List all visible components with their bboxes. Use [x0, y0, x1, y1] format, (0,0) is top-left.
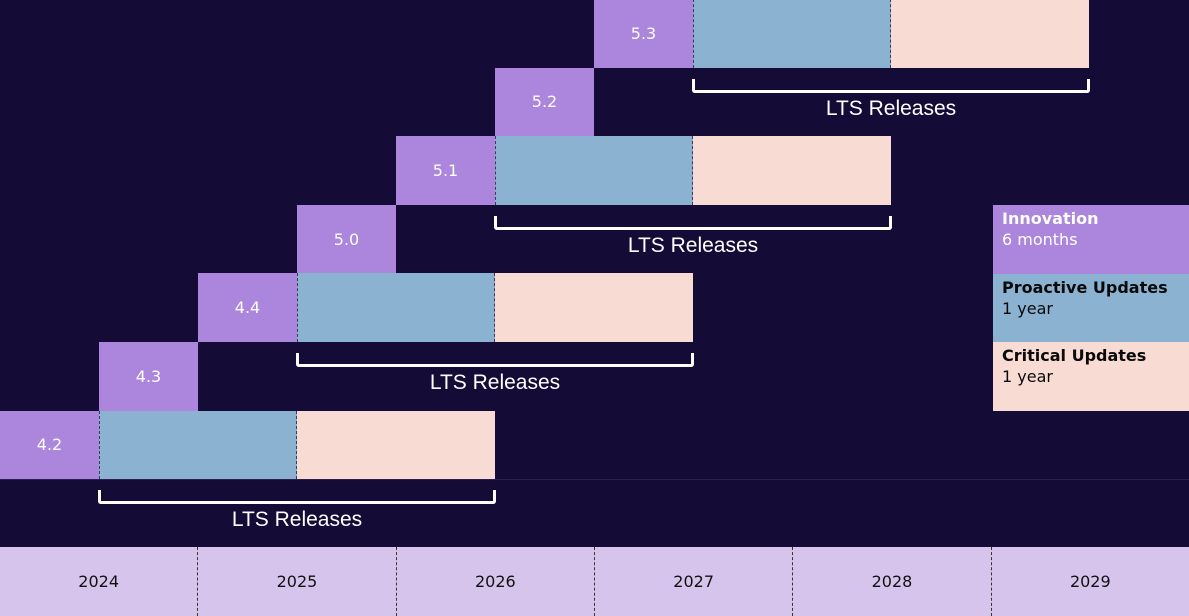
- lts-label-5.3: LTS Releases: [825, 96, 957, 120]
- lts-brace-5.1: [494, 215, 892, 230]
- innovation-segment-4.4: 4.4: [198, 273, 297, 342]
- year-2024: 2024: [78, 572, 120, 591]
- proactive-segment-4.2: [99, 410, 297, 480]
- lts-label-5.1: LTS Releases: [627, 233, 759, 257]
- legend-item-innovation: Innovation 6 months: [993, 205, 1189, 274]
- innovation-segment-5.1: 5.1: [396, 136, 495, 205]
- row-divider: [0, 479, 1189, 481]
- lts-label-4.4: LTS Releases: [429, 371, 561, 394]
- legend-title: Proactive Updates: [1002, 277, 1168, 297]
- lts-brace-4.2: [98, 490, 496, 505]
- innovation-segment-5.3: 5.3: [594, 0, 693, 68]
- lts-brace-4.4: [296, 353, 694, 367]
- legend-duration: 6 months: [1002, 230, 1078, 249]
- proactive-segment-4.4: [297, 273, 495, 342]
- year-axis: 2024 2025 2026 2027 2028 2029: [0, 547, 1189, 616]
- critical-segment-4.2: [297, 410, 495, 480]
- proactive-segment-5.1: [495, 136, 693, 205]
- innovation-segment-4.2: 4.2: [0, 410, 99, 480]
- innovation-segment-4.3: 4.3: [99, 342, 198, 411]
- year-2029: 2029: [990, 547, 1189, 616]
- critical-segment-5.1: [693, 136, 891, 205]
- year-2026: 2026: [395, 547, 594, 616]
- legend-duration: 1 year: [1002, 298, 1053, 318]
- legend-title: Critical Updates: [1002, 346, 1147, 366]
- lts-label-4.2: LTS Releases: [231, 508, 363, 532]
- legend-title: Innovation: [1002, 209, 1099, 228]
- year-2025: 2025: [197, 547, 395, 616]
- innovation-segment-5.0: 5.0: [297, 204, 396, 274]
- year-2027: 2027: [593, 547, 792, 616]
- legend-item-proactive-updates: Proactive Updates 1 year: [993, 273, 1189, 343]
- innovation-segment-5.2: 5.2: [495, 67, 594, 137]
- year-2028: 2028: [792, 547, 990, 616]
- legend-item-critical-updates: Critical Updates 1 year: [993, 342, 1189, 411]
- critical-segment-4.4: [495, 273, 693, 342]
- proactive-segment-5.3: [693, 0, 891, 68]
- lts-brace-5.3: [692, 78, 1090, 93]
- legend-duration: 1 year: [1002, 367, 1053, 387]
- critical-segment-5.3: [891, 0, 1089, 68]
